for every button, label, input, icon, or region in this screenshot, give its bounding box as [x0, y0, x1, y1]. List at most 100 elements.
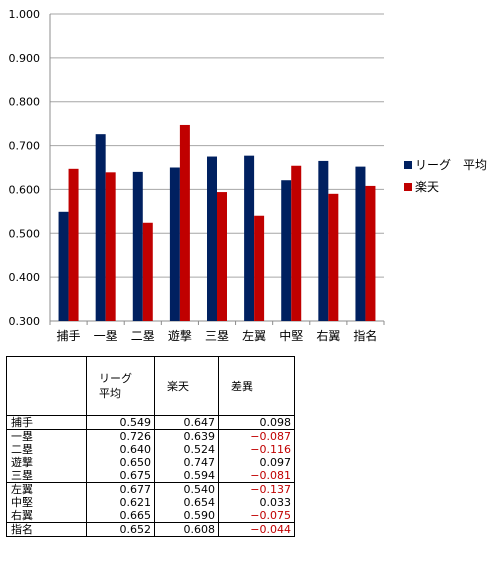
cell-league: 0.665 [86, 509, 155, 523]
x-category-label: 中堅 [279, 328, 303, 343]
cell-rakuten: 0.654 [154, 496, 219, 509]
table-header-row: リーグ 平均 楽天 差異 [6, 356, 295, 416]
cell-league: 0.549 [86, 415, 155, 430]
bar-rakuten [328, 193, 339, 321]
table-header-league-label: リーグ 平均 [99, 372, 132, 400]
table-row: 二塁 0.640 0.524 −0.116 [6, 443, 295, 456]
row-label: 指名 [6, 522, 87, 537]
bar-league [318, 160, 329, 321]
y-tick-label: 0.600 [9, 183, 41, 196]
bar-rakuten [217, 192, 227, 321]
cell-diff: 0.098 [218, 415, 295, 430]
bar-rakuten [365, 185, 376, 321]
y-tick-label: 0.900 [9, 52, 41, 65]
table-header-rakuten: 楽天 [154, 356, 219, 416]
bar-league [355, 166, 366, 321]
legend-swatch-league [404, 161, 412, 169]
cell-league: 0.677 [86, 482, 155, 496]
bar-rakuten [179, 124, 190, 321]
cell-rakuten: 0.608 [154, 522, 219, 537]
x-category-label: 三塁 [205, 329, 229, 343]
bar-rakuten [291, 165, 302, 321]
cell-league: 0.621 [86, 496, 155, 509]
cell-league: 0.650 [86, 456, 155, 469]
cell-league: 0.640 [86, 443, 155, 456]
cell-diff: −0.044 [218, 522, 295, 537]
cell-diff: −0.087 [218, 429, 295, 443]
cell-diff: −0.081 [218, 469, 295, 483]
row-label: 遊撃 [6, 456, 87, 469]
cell-league: 0.726 [86, 429, 155, 443]
x-category-label: 捕手 [57, 328, 81, 343]
row-label: 捕手 [6, 415, 87, 430]
y-tick-label: 0.500 [9, 227, 41, 240]
table-row: 右翼 0.665 0.590 −0.075 [6, 509, 295, 523]
legend-swatch-rakuten [404, 183, 412, 191]
bar-league [132, 171, 143, 321]
cell-diff: −0.075 [218, 509, 295, 523]
cell-rakuten: 0.524 [154, 443, 219, 456]
bar-league [281, 180, 292, 321]
y-axis-ticks: 0.300 0.400 0.500 0.600 0.700 0.800 0.900 1.000 [9, 8, 41, 328]
table-header-corner [6, 356, 87, 416]
cell-rakuten: 0.590 [154, 509, 219, 523]
cell-diff: −0.116 [218, 443, 295, 456]
table-header-league: リーグ 平均 [86, 356, 155, 416]
legend-label-league: リーグ 平均 [415, 158, 488, 172]
cell-rakuten: 0.747 [154, 456, 219, 469]
legend-item-league: リーグ 平均 [404, 154, 487, 176]
bar-rakuten [105, 172, 116, 321]
table-header-rakuten-label: 楽天 [167, 379, 189, 393]
cell-rakuten: 0.594 [154, 469, 219, 483]
cell-rakuten: 0.540 [154, 482, 219, 496]
y-tick-label: 0.400 [9, 271, 41, 284]
bar-rakuten [68, 168, 79, 321]
bar-league [95, 134, 106, 321]
table-row: 捕手 0.549 0.647 0.098 [6, 415, 295, 430]
y-tick-label: 1.000 [9, 8, 41, 21]
x-category-label: 右翼 [316, 328, 340, 343]
data-table: リーグ 平均 楽天 差異 捕手 0.549 0.647 0.098 一塁 0.726 0.6… [6, 356, 295, 537]
cell-league: 0.652 [86, 522, 155, 537]
bar-league [207, 156, 217, 321]
bar-league [244, 155, 255, 321]
table-row: 三塁 0.675 0.594 −0.081 [6, 469, 295, 483]
legend: リーグ 平均 楽天 [404, 154, 487, 198]
table-body: 捕手 0.549 0.647 0.098 一塁 0.726 0.639 −0.087 二塁 0.6… [6, 415, 295, 537]
x-category-label: 一塁 [94, 329, 118, 343]
bar-league [58, 211, 69, 321]
x-category-label: 指名 [353, 328, 377, 343]
bar-rakuten [254, 215, 265, 321]
cell-rakuten: 0.647 [154, 415, 219, 430]
table-row: 中堅 0.621 0.654 0.033 [6, 496, 295, 509]
table-header-diff-label: 差異 [231, 379, 253, 393]
cell-diff: −0.137 [218, 482, 295, 496]
table-row: 遊撃 0.650 0.747 0.097 [6, 456, 295, 469]
row-label: 中堅 [6, 496, 87, 509]
bar-league [169, 167, 180, 321]
bar-rakuten [142, 222, 153, 321]
table-row: 左翼 0.677 0.540 −0.137 [6, 482, 295, 496]
bars [58, 124, 376, 321]
x-category-label: 遊撃 [168, 328, 192, 343]
cell-diff: 0.033 [218, 496, 295, 509]
cell-rakuten: 0.639 [154, 429, 219, 443]
bar-chart: 0.300 0.400 0.500 0.600 0.700 0.800 0.900 1.000… [9, 8, 385, 343]
cell-league: 0.675 [86, 469, 155, 483]
x-category-label: 左翼 [242, 328, 266, 343]
table-row: 一塁 0.726 0.639 −0.087 [6, 429, 295, 443]
y-tick-label: 0.700 [9, 140, 41, 153]
x-category-label: 二塁 [131, 329, 155, 343]
x-axis-categories: 捕手 一塁 二塁 遊撃 三塁 左翼 中堅 右翼 指名 [57, 328, 378, 343]
row-label: 右翼 [6, 509, 87, 523]
row-label: 左翼 [6, 482, 87, 496]
y-tick-label: 0.300 [9, 315, 41, 328]
table-header-diff: 差異 [218, 356, 295, 416]
cell-diff: 0.097 [218, 456, 295, 469]
row-label: 二塁 [6, 443, 87, 456]
legend-item-rakuten: 楽天 [404, 176, 487, 198]
table-row: 指名 0.652 0.608 −0.044 [6, 522, 295, 537]
legend-label-rakuten: 楽天 [415, 180, 440, 194]
row-label: 一塁 [6, 429, 87, 443]
row-label: 三塁 [6, 469, 87, 483]
